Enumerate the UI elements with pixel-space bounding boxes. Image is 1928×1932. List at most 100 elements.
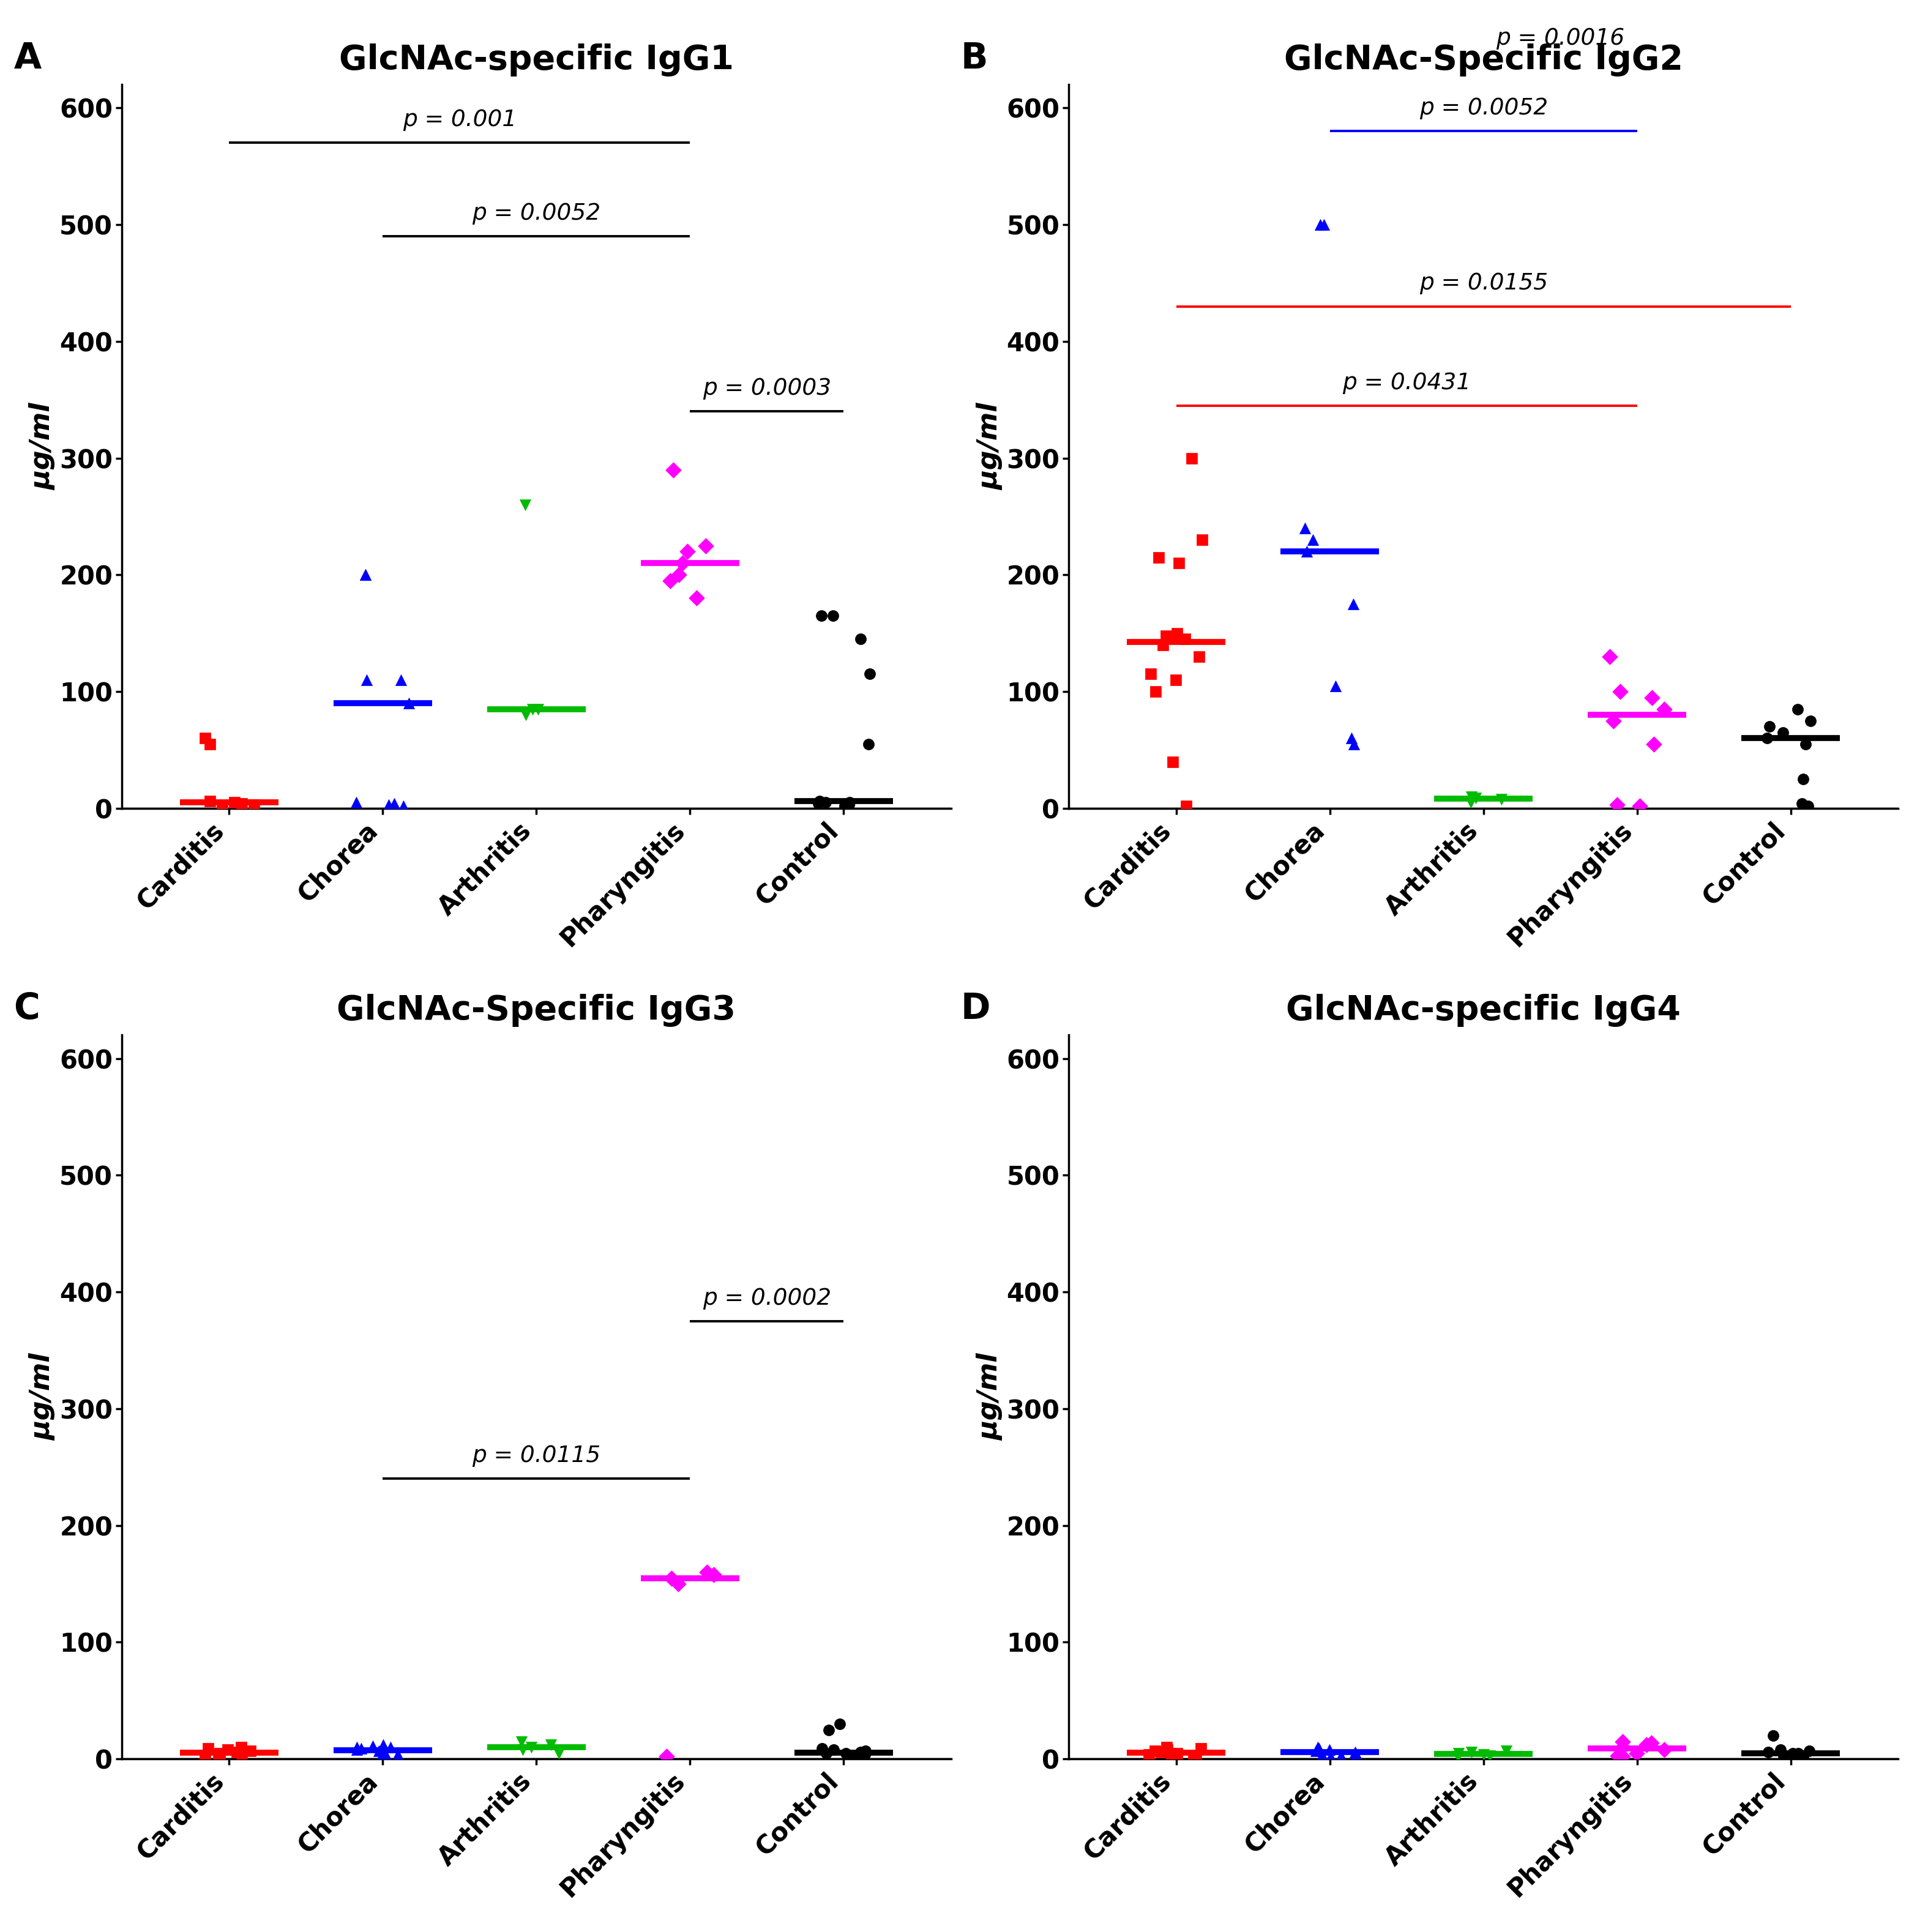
Point [1778, 1737, 1808, 1768]
Point [220, 786, 251, 817]
Text: p = 0.0155: p = 0.0155 [1419, 272, 1548, 296]
Point [1639, 728, 1670, 759]
Point [1298, 524, 1328, 554]
Point [1608, 1741, 1639, 1772]
Point [195, 786, 226, 817]
Point [202, 1739, 233, 1770]
Point [1623, 790, 1654, 821]
Text: p = 0.0052: p = 0.0052 [472, 203, 602, 224]
Point [835, 786, 866, 817]
Point [1467, 1739, 1498, 1770]
Text: A: A [13, 41, 40, 75]
Point [368, 1737, 399, 1768]
Point [663, 1569, 694, 1600]
Point [806, 601, 837, 632]
Point [341, 1731, 372, 1762]
Point [1309, 209, 1340, 240]
Point [681, 583, 711, 614]
Title: GlcNAc-Specific IgG2: GlcNAc-Specific IgG2 [1284, 44, 1683, 77]
Point [1793, 1735, 1824, 1766]
Point [1594, 641, 1625, 672]
Point [1456, 781, 1486, 811]
Point [226, 1737, 256, 1768]
Point [698, 1559, 729, 1590]
Point [228, 788, 258, 819]
Point [835, 1741, 866, 1772]
Point [522, 694, 553, 724]
Point [195, 728, 226, 759]
Point [507, 1735, 538, 1766]
Point [1631, 1729, 1662, 1760]
Point [1648, 694, 1679, 724]
Point [517, 1731, 548, 1762]
Point [692, 1557, 723, 1588]
Point [544, 1737, 575, 1768]
Point [349, 560, 380, 591]
Point [1602, 1741, 1633, 1772]
Point [1791, 728, 1822, 759]
Point [206, 790, 237, 821]
Point [833, 790, 864, 821]
Point [817, 601, 848, 632]
Point [1456, 786, 1486, 817]
Point [1301, 1735, 1332, 1766]
Point [1170, 624, 1201, 655]
Text: p = 0.0431: p = 0.0431 [1342, 371, 1471, 394]
Point [386, 665, 416, 696]
Point [1783, 1739, 1814, 1770]
Point [1456, 1737, 1486, 1768]
Point [382, 1739, 413, 1770]
Point [1602, 790, 1633, 821]
Point [1754, 711, 1785, 742]
Point [812, 1737, 843, 1768]
Point [1307, 1739, 1338, 1770]
Point [1648, 1735, 1679, 1766]
Text: p = 0.0115: p = 0.0115 [472, 1445, 602, 1466]
Point [1290, 512, 1321, 543]
Text: p = 0.0052: p = 0.0052 [1419, 97, 1548, 120]
Title: GlcNAc-specific IgG1: GlcNAc-specific IgG1 [339, 44, 735, 77]
Point [852, 728, 883, 759]
Point [1163, 547, 1193, 578]
Point [1604, 676, 1635, 707]
Point [374, 1731, 405, 1762]
Point [1136, 659, 1166, 690]
Point [1608, 1731, 1639, 1762]
Point [1163, 618, 1193, 649]
Point [1621, 1737, 1652, 1768]
Point [829, 790, 860, 821]
Point [517, 694, 548, 724]
Title: GlcNAc-specific IgG4: GlcNAc-specific IgG4 [1286, 995, 1681, 1028]
Point [222, 1737, 253, 1768]
Point [345, 1733, 376, 1764]
Point [226, 1731, 256, 1762]
Point [1170, 790, 1201, 821]
Point [1139, 676, 1170, 707]
Point [536, 1729, 567, 1760]
Text: p = 0.001: p = 0.001 [403, 110, 517, 131]
Point [1151, 620, 1182, 651]
Point [1766, 1735, 1797, 1766]
Point [1326, 1741, 1357, 1772]
Point [1139, 1735, 1170, 1766]
Point [235, 1735, 266, 1766]
Point [511, 699, 542, 730]
Point [349, 560, 380, 591]
Point [1188, 524, 1218, 554]
Point [1303, 1733, 1334, 1764]
Point [1486, 784, 1517, 815]
Point [212, 1735, 243, 1766]
Point [505, 1725, 536, 1756]
Point [850, 1735, 881, 1766]
Point [1340, 1737, 1371, 1768]
Point [1303, 1731, 1334, 1762]
Title: GlcNAc-Specific IgG3: GlcNAc-Specific IgG3 [337, 995, 736, 1028]
Point [1608, 1725, 1639, 1756]
Point [1151, 1735, 1182, 1766]
Text: C: C [13, 991, 40, 1026]
Text: D: D [960, 991, 991, 1026]
Point [341, 1735, 372, 1766]
Point [388, 790, 418, 821]
Point [844, 1739, 875, 1770]
Point [814, 1714, 844, 1745]
